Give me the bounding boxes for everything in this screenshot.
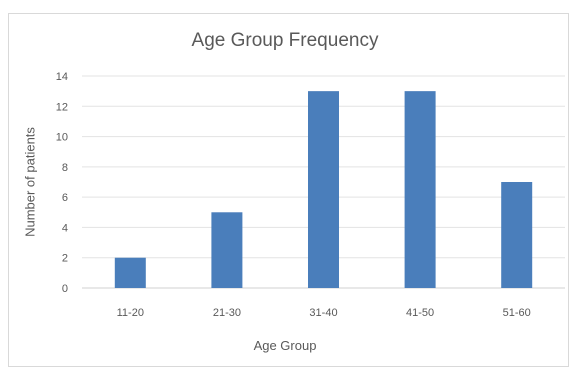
x-tick-label: 41-50 (406, 307, 434, 319)
y-tick-label: 0 (62, 283, 68, 295)
bar (308, 91, 339, 289)
chart-title: Age Group Frequency (191, 30, 379, 51)
x-tick-label: 11-20 (117, 307, 144, 319)
y-tick-label: 12 (56, 101, 68, 113)
bar (114, 257, 146, 288)
y-tick-label: 8 (62, 162, 68, 174)
x-tick-label: 51-60 (503, 307, 531, 319)
bar (501, 182, 533, 288)
y-tick-label: 14 (56, 71, 68, 83)
x-tick-label: 31-40 (309, 307, 337, 319)
chart-area (8, 13, 569, 367)
bar (211, 212, 243, 288)
x-tick-label: 21-30 (213, 307, 241, 319)
y-tick-label: 6 (62, 192, 68, 204)
y-tick-label: 4 (62, 222, 68, 234)
y-tick-label: 2 (62, 253, 68, 265)
y-tick-label: 10 (56, 132, 68, 144)
bar (404, 91, 436, 289)
x-axis-title: Age Group (253, 338, 317, 353)
